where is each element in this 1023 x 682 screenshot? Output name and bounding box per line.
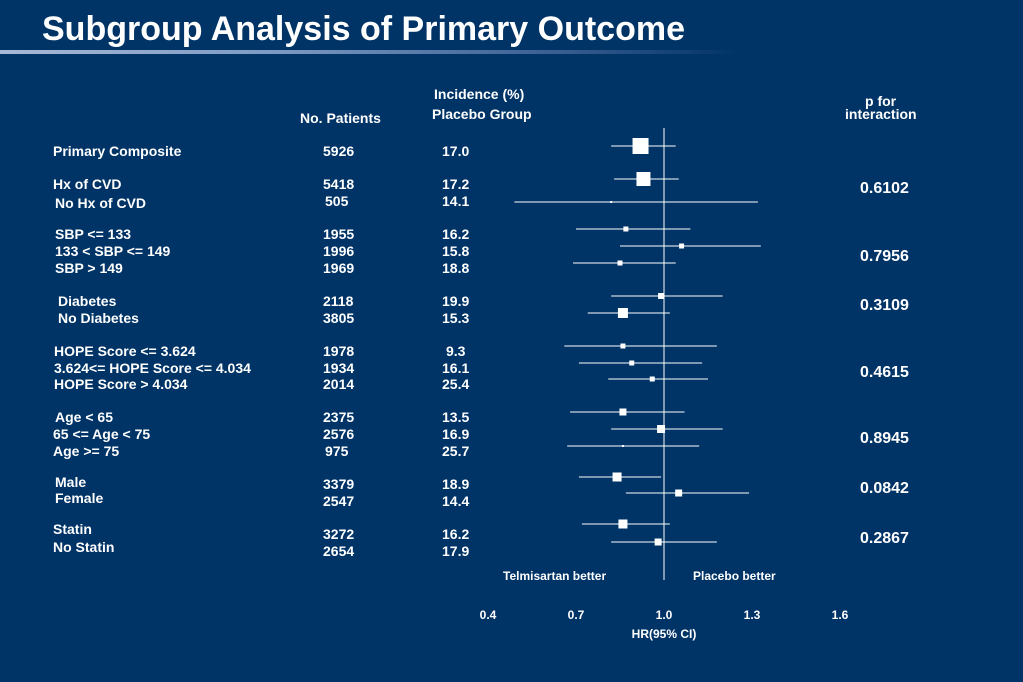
patient-count: 1934	[323, 360, 355, 376]
subgroup-label: Male	[55, 474, 87, 490]
subgroup-label: No Hx of CVD	[55, 195, 146, 211]
patient-count: 5926	[323, 143, 355, 159]
patient-count: 1955	[323, 226, 355, 242]
p-interaction-value: 0.6102	[860, 180, 909, 197]
header-placebo-group: Placebo Group	[432, 106, 532, 122]
subgroup-label: Age < 65	[55, 409, 113, 425]
telmisartan-better-label: Telmisartan better	[503, 569, 606, 583]
hr-marker	[632, 138, 649, 154]
placebo-incidence: 16.9	[442, 426, 470, 442]
hr-marker	[617, 260, 623, 266]
title-underline	[0, 50, 740, 54]
placebo-incidence: 25.7	[442, 443, 470, 459]
hr-marker	[629, 360, 635, 366]
x-tick-label: 1.6	[832, 608, 849, 622]
placebo-incidence: 16.2	[442, 226, 470, 242]
hr-marker	[679, 243, 685, 249]
subgroup-label: SBP <= 133	[55, 226, 132, 242]
hr-marker	[654, 538, 662, 546]
patient-count: 1996	[323, 243, 355, 259]
placebo-incidence: 19.9	[442, 293, 470, 309]
patient-count: 505	[325, 193, 349, 209]
subgroup-label: Female	[55, 490, 104, 506]
hr-marker	[612, 472, 622, 482]
placebo-incidence: 16.2	[442, 526, 470, 542]
placebo-incidence: 18.8	[442, 260, 470, 276]
subgroup-label: No Diabetes	[58, 310, 139, 326]
placebo-incidence: 14.4	[442, 493, 470, 509]
patient-count: 3272	[323, 526, 355, 542]
page-title: Subgroup Analysis of Primary Outcome	[42, 10, 685, 48]
hr-marker	[621, 445, 624, 447]
subgroup-label: Hx of CVD	[53, 176, 122, 192]
subgroup-label: 3.624<= HOPE Score <= 4.034	[54, 360, 251, 376]
hr-marker	[636, 172, 651, 186]
patient-count: 1978	[323, 343, 355, 359]
hr-marker	[620, 343, 626, 349]
hr-marker	[657, 425, 666, 433]
subgroup-label: Primary Composite	[53, 143, 182, 159]
placebo-incidence: 15.8	[442, 243, 470, 259]
header-interaction: interaction	[845, 106, 917, 122]
placebo-incidence: 17.0	[442, 143, 470, 159]
subgroup-label: 65 <= Age < 75	[53, 426, 151, 442]
placebo-incidence: 16.1	[442, 360, 470, 376]
patient-count: 3805	[323, 310, 355, 326]
hr-marker	[610, 201, 613, 203]
placebo-better-label: Placebo better	[693, 569, 776, 583]
patient-count: 975	[325, 443, 349, 459]
hr-marker	[658, 293, 665, 299]
placebo-incidence: 17.9	[442, 543, 470, 559]
subgroup-label: SBP > 149	[55, 260, 123, 276]
x-tick-label: 1.0	[656, 608, 673, 622]
patient-count: 2118	[323, 293, 354, 309]
patient-count: 2375	[323, 409, 355, 425]
p-interaction-value: 0.0842	[860, 480, 909, 497]
hr-marker	[649, 376, 655, 382]
patient-count: 2014	[323, 376, 355, 392]
patient-count: 1969	[323, 260, 355, 276]
subgroup-label: Statin	[53, 521, 92, 537]
subgroup-label: No Statin	[53, 539, 115, 555]
p-interaction-value: 0.3109	[860, 297, 909, 314]
placebo-incidence: 15.3	[442, 310, 470, 326]
x-tick-label: 1.3	[744, 608, 761, 622]
header-p-for: p for	[865, 93, 897, 109]
placebo-incidence: 17.2	[442, 176, 470, 192]
subgroup-label: Diabetes	[58, 293, 117, 309]
patient-count: 3379	[323, 476, 355, 492]
subgroup-label: HOPE Score <= 3.624	[54, 343, 196, 359]
header-incidence: Incidence (%)	[434, 86, 525, 102]
placebo-incidence: 18.9	[442, 476, 470, 492]
p-interaction-value: 0.8945	[860, 430, 909, 447]
hr-marker	[675, 489, 683, 497]
hr-marker	[623, 226, 629, 232]
hr-marker	[618, 519, 628, 529]
p-interaction-value: 0.4615	[860, 364, 909, 381]
hr-marker	[617, 308, 628, 318]
placebo-incidence: 25.4	[442, 376, 470, 392]
header-no-patients: No. Patients	[300, 110, 381, 126]
placebo-incidence: 13.5	[442, 409, 470, 425]
patient-count: 2654	[323, 543, 355, 559]
hr-marker	[619, 408, 627, 416]
patient-count: 2576	[323, 426, 355, 442]
subgroup-label: Age >= 75	[53, 443, 120, 459]
p-interaction-value: 0.2867	[860, 530, 909, 547]
x-tick-label: 0.7	[568, 608, 585, 622]
patient-count: 5418	[323, 176, 355, 192]
p-interaction-value: 0.7956	[860, 248, 909, 265]
x-axis-title: HR(95% CI)	[632, 627, 697, 641]
subgroup-label: 133 < SBP <= 149	[55, 243, 171, 259]
subgroup-label: HOPE Score > 4.034	[54, 376, 188, 392]
patient-count: 2547	[323, 493, 355, 509]
placebo-incidence: 9.3	[446, 343, 466, 359]
x-tick-label: 0.4	[480, 608, 497, 622]
placebo-incidence: 14.1	[442, 193, 470, 209]
